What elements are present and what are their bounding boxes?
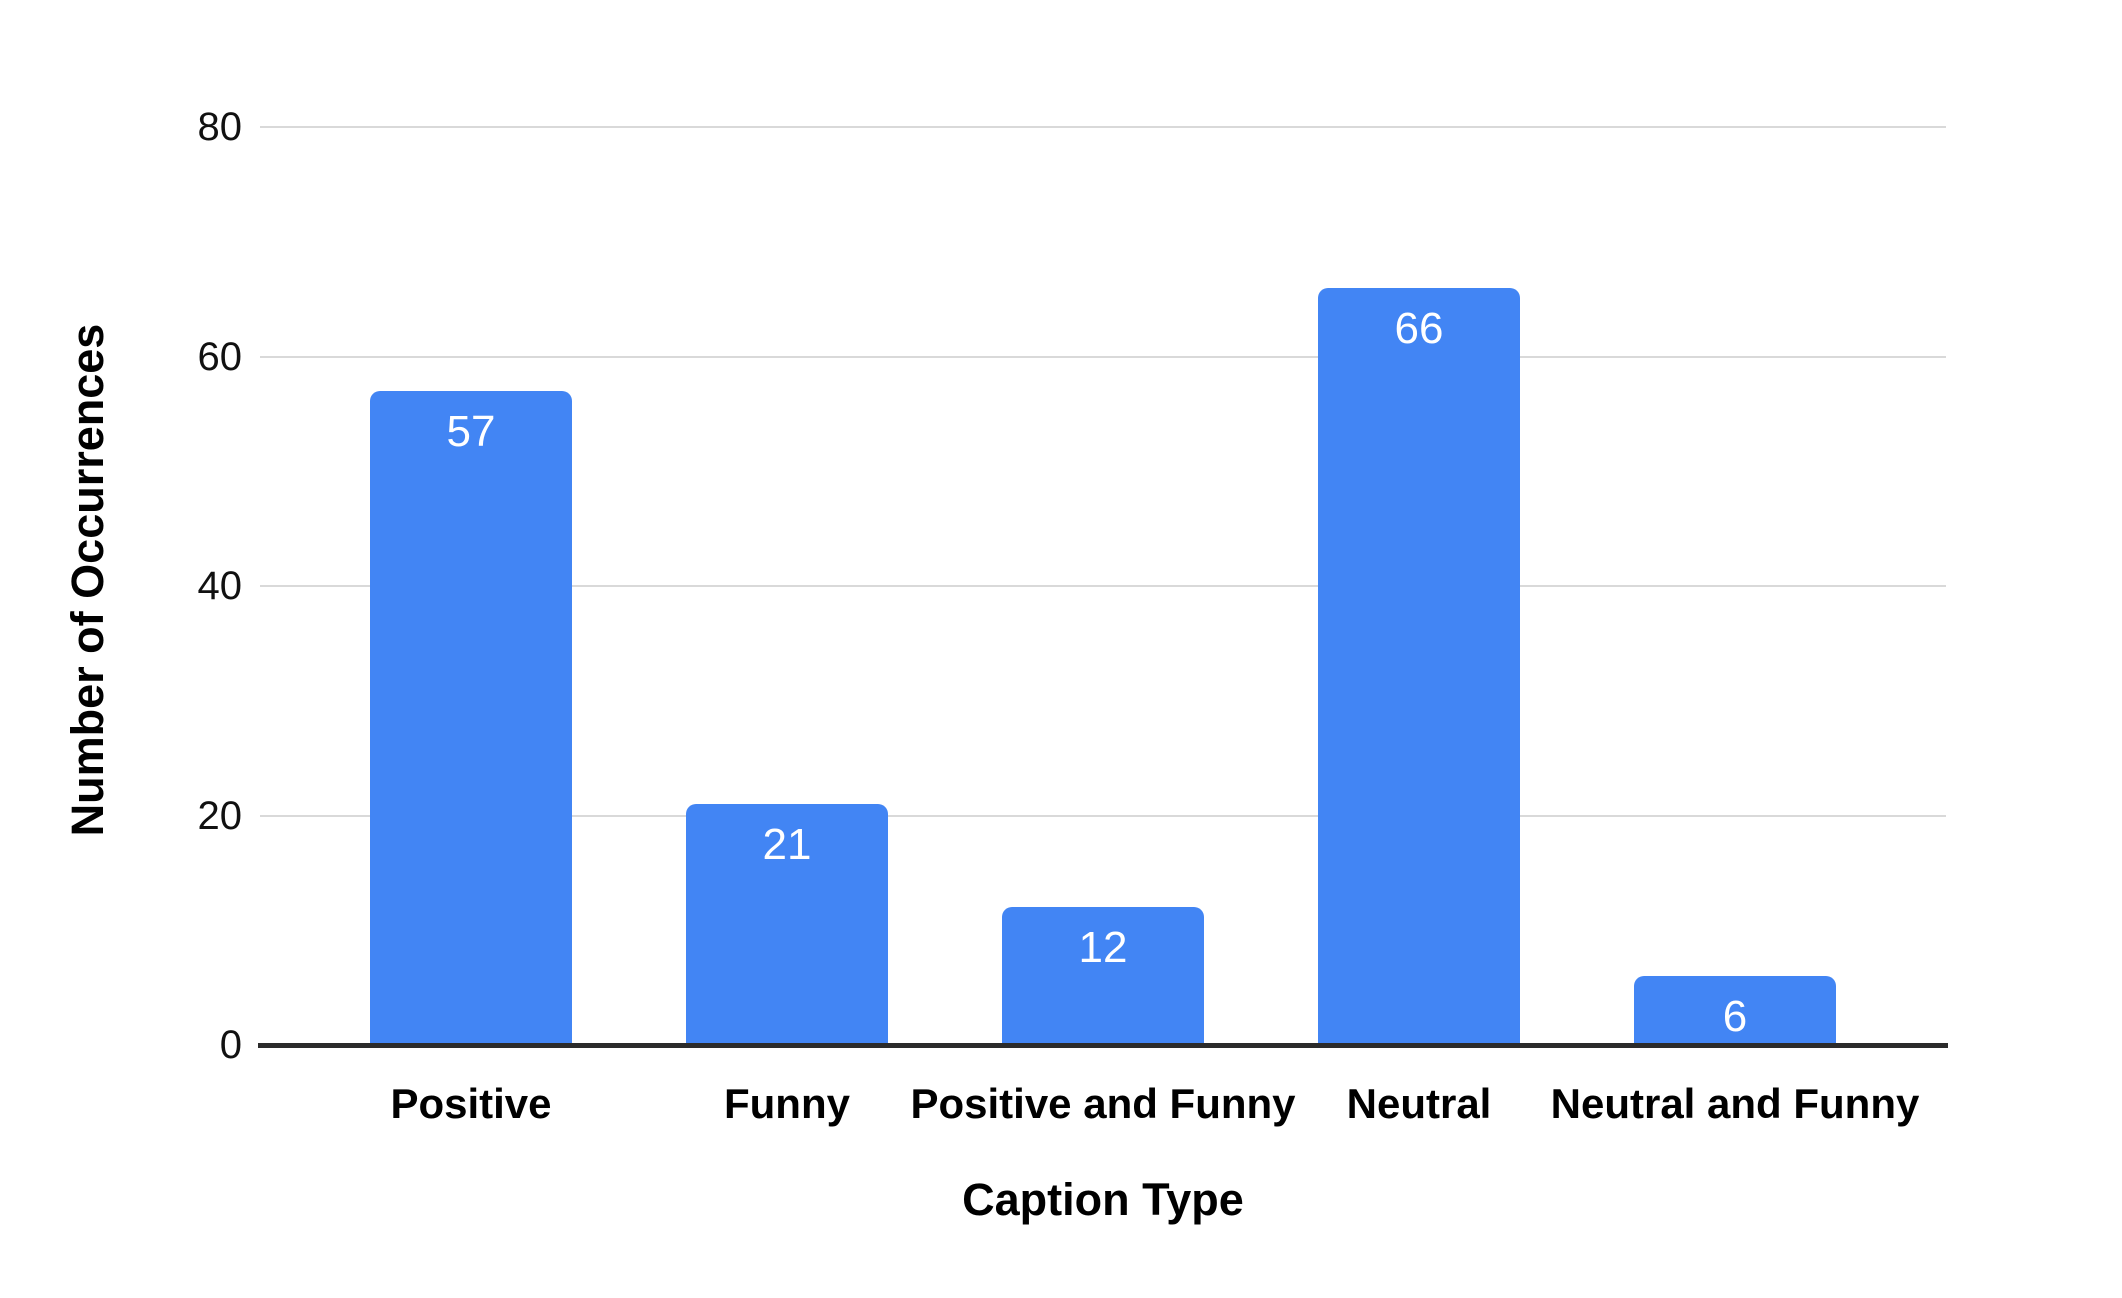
y-tick-label: 40 [197,564,243,608]
bar: 21 [686,804,888,1045]
bar-value-label: 66 [1394,303,1444,353]
gridline [260,355,1946,358]
x-category-label: Positive [390,1080,552,1127]
y-tick-label: 20 [197,793,243,838]
gridline [260,814,1946,817]
x-axis-title: Caption Type [962,1174,1244,1225]
bar-value-label: 57 [446,406,496,456]
x-category-label: Positive and Funny [910,1080,1296,1127]
bar-value-label: 21 [762,820,812,870]
y-tick-label: 60 [197,334,243,379]
bar-value-label: 6 [1722,992,1748,1042]
bar: 57 [370,390,572,1045]
bar: 66 [1318,287,1520,1045]
gridline [260,126,1946,128]
gridline [260,585,1946,587]
x-category-label: Funny [724,1080,850,1127]
y-tick-label: 80 [197,105,243,149]
y-tick-label: 0 [219,1023,242,1067]
bar-value-label: 12 [1078,923,1128,973]
bar: 12 [1002,907,1204,1045]
x-axis-line [258,1043,1948,1048]
x-category-label: Neutral [1346,1080,1492,1127]
x-category-label: Neutral and Funny [1550,1080,1920,1127]
bar: 6 [1634,976,1836,1045]
